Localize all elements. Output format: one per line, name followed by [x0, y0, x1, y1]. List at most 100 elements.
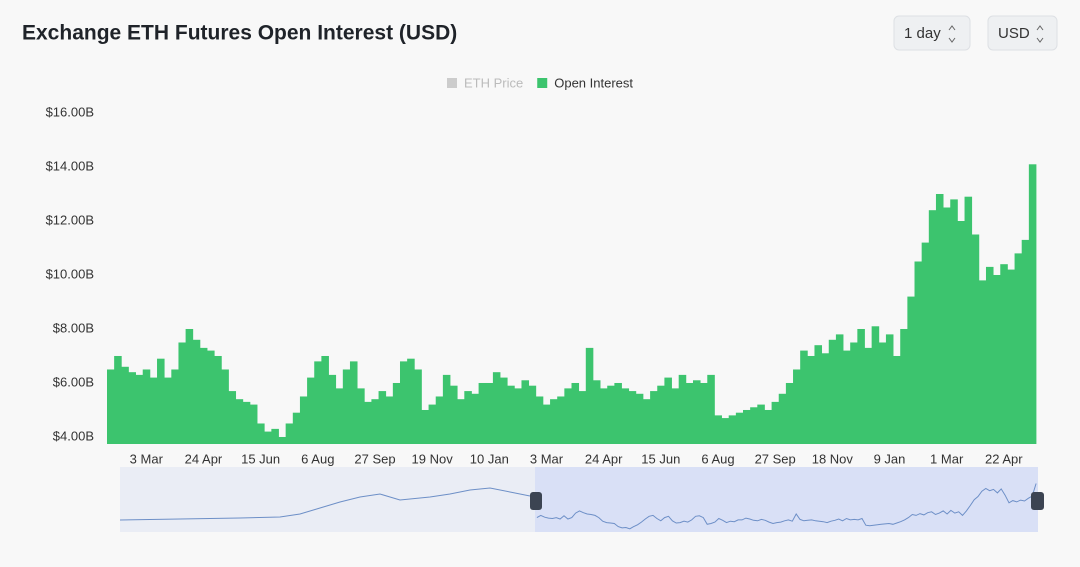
- bar: [228, 391, 237, 444]
- bar: [535, 396, 544, 444]
- bar: [778, 393, 787, 444]
- bar: [450, 385, 458, 444]
- bar: [328, 374, 337, 444]
- bar: [714, 415, 722, 444]
- bar: [1014, 253, 1023, 444]
- interval-select[interactable]: 1 day: [893, 15, 971, 51]
- bar: [299, 396, 308, 444]
- bar: [814, 345, 823, 444]
- bar: [885, 334, 894, 444]
- bar: [728, 415, 737, 444]
- bar: [135, 374, 144, 444]
- bar: [1028, 164, 1037, 444]
- bar: [550, 399, 558, 444]
- bar: [221, 369, 229, 444]
- bar: [128, 372, 136, 444]
- bar: [249, 404, 258, 444]
- select-label[interactable]: USD: [998, 25, 1030, 42]
- bar: [971, 234, 980, 444]
- bar: [757, 404, 765, 444]
- bar: [857, 328, 865, 444]
- bar: [943, 207, 951, 444]
- navigator[interactable]: [119, 467, 1044, 532]
- bar: [843, 350, 851, 444]
- bar: [893, 355, 901, 444]
- bar: [621, 388, 630, 444]
- x-tick-label: 15 Jun: [641, 451, 680, 466]
- navigator-history: [119, 487, 531, 521]
- x-tick-label: 9 Jan: [874, 451, 906, 466]
- bar: [392, 382, 401, 444]
- bar: [285, 423, 294, 444]
- bar: [149, 377, 158, 444]
- bar: [957, 220, 965, 444]
- x-tick-label: 18 Nov: [812, 451, 854, 466]
- bar: [978, 280, 987, 444]
- legend-swatch: [537, 78, 548, 88]
- bar: [721, 418, 730, 444]
- bar: [864, 347, 873, 444]
- bar: [571, 382, 580, 444]
- bar: [435, 396, 444, 444]
- bar: [442, 374, 451, 444]
- bar: [600, 388, 608, 444]
- x-tick-label: 22 Apr: [985, 451, 1023, 466]
- legend-swatch: [447, 78, 457, 88]
- bar: [950, 199, 958, 444]
- bar: [650, 391, 658, 444]
- bar: [342, 369, 351, 444]
- y-tick-label: $6.00B: [53, 374, 94, 389]
- bar: [407, 358, 415, 444]
- bar: [314, 361, 322, 444]
- x-tick-label: 27 Sep: [354, 451, 395, 466]
- x-tick-label: 3 Mar: [130, 451, 164, 466]
- bar: [928, 210, 937, 444]
- bar: [457, 399, 465, 444]
- navigator-selection[interactable]: [535, 467, 1038, 532]
- y-tick-label: $12.00B: [46, 212, 94, 227]
- bar: [764, 409, 772, 444]
- bar: [692, 380, 701, 444]
- bar: [585, 347, 594, 444]
- select-label[interactable]: 1 day: [904, 25, 941, 42]
- bar: [278, 436, 287, 444]
- bar: [264, 431, 272, 444]
- bar: [964, 196, 973, 444]
- x-tick-label: 24 Apr: [585, 451, 623, 466]
- bar: [492, 372, 501, 444]
- bar: [685, 382, 694, 444]
- y-tick-label: $10.00B: [46, 266, 94, 281]
- bar: [142, 369, 151, 444]
- bar: [192, 339, 201, 444]
- y-tick-label: $8.00B: [53, 320, 94, 335]
- currency-select[interactable]: USD: [987, 15, 1058, 51]
- bar: [542, 404, 551, 444]
- bar: [578, 391, 587, 444]
- bar: [835, 334, 844, 444]
- bar: [478, 382, 487, 444]
- x-tick-label: 6 Aug: [701, 451, 734, 466]
- bar: [385, 396, 394, 444]
- bar: [921, 242, 930, 444]
- bar: [907, 296, 915, 444]
- bar: [321, 355, 329, 444]
- bar: [1007, 269, 1015, 444]
- x-tick-label: 27 Sep: [755, 451, 796, 466]
- x-tick-label: 19 Nov: [412, 451, 454, 466]
- bar: [371, 399, 379, 444]
- bar: [357, 388, 365, 444]
- bar: [993, 274, 1001, 444]
- bar: [664, 377, 672, 444]
- bar: [821, 353, 830, 444]
- bar: [464, 391, 472, 444]
- bar: [157, 358, 165, 444]
- select-arrows: [1036, 25, 1044, 43]
- bar: [642, 399, 651, 444]
- bar: [507, 385, 515, 444]
- bar: [178, 342, 187, 444]
- navigator-handle[interactable]: [1031, 492, 1044, 510]
- bar: [364, 401, 372, 444]
- navigator-handle[interactable]: [530, 492, 542, 510]
- bar: [185, 328, 194, 444]
- bar: [635, 393, 644, 444]
